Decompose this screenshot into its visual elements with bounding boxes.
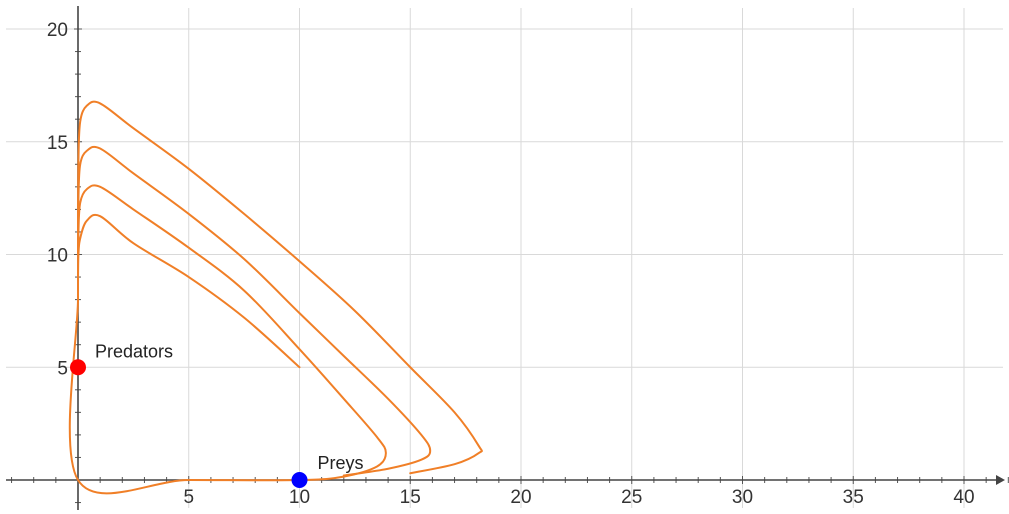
preys-point: [291, 472, 308, 488]
y-tick-label-5: 5: [57, 358, 68, 379]
x-tick-label-20: 20: [510, 487, 531, 508]
equilibrium-points: Predators Preys: [70, 341, 364, 488]
axis-minor-ticks: [11, 28, 1009, 504]
preys-label: Preys: [318, 453, 364, 473]
trajectory-curves: [68, 100, 483, 495]
x-tick-label-30: 30: [732, 487, 753, 508]
x-tick-label-10: 10: [289, 487, 310, 508]
grid: [6, 8, 1003, 508]
predators-point: [70, 359, 86, 376]
x-tick-label-25: 25: [621, 487, 642, 508]
tick-labels: 5 10 15 20 25 30 35 40 5 10 15 20: [47, 20, 975, 508]
y-tick-label-10: 10: [47, 246, 68, 267]
trajectory-2: [77, 145, 432, 477]
x-tick-label-5: 5: [183, 487, 194, 508]
y-tick-label-20: 20: [47, 20, 68, 41]
x-tick-label-15: 15: [400, 487, 421, 508]
trajectory-1: [68, 184, 387, 495]
x-axis-arrow: [996, 475, 1005, 485]
x-tick-label-40: 40: [953, 487, 974, 508]
y-tick-label-15: 15: [47, 133, 68, 154]
predators-label: Predators: [95, 341, 173, 361]
x-tick-label-35: 35: [843, 487, 864, 508]
trajectory-3: [77, 100, 483, 475]
